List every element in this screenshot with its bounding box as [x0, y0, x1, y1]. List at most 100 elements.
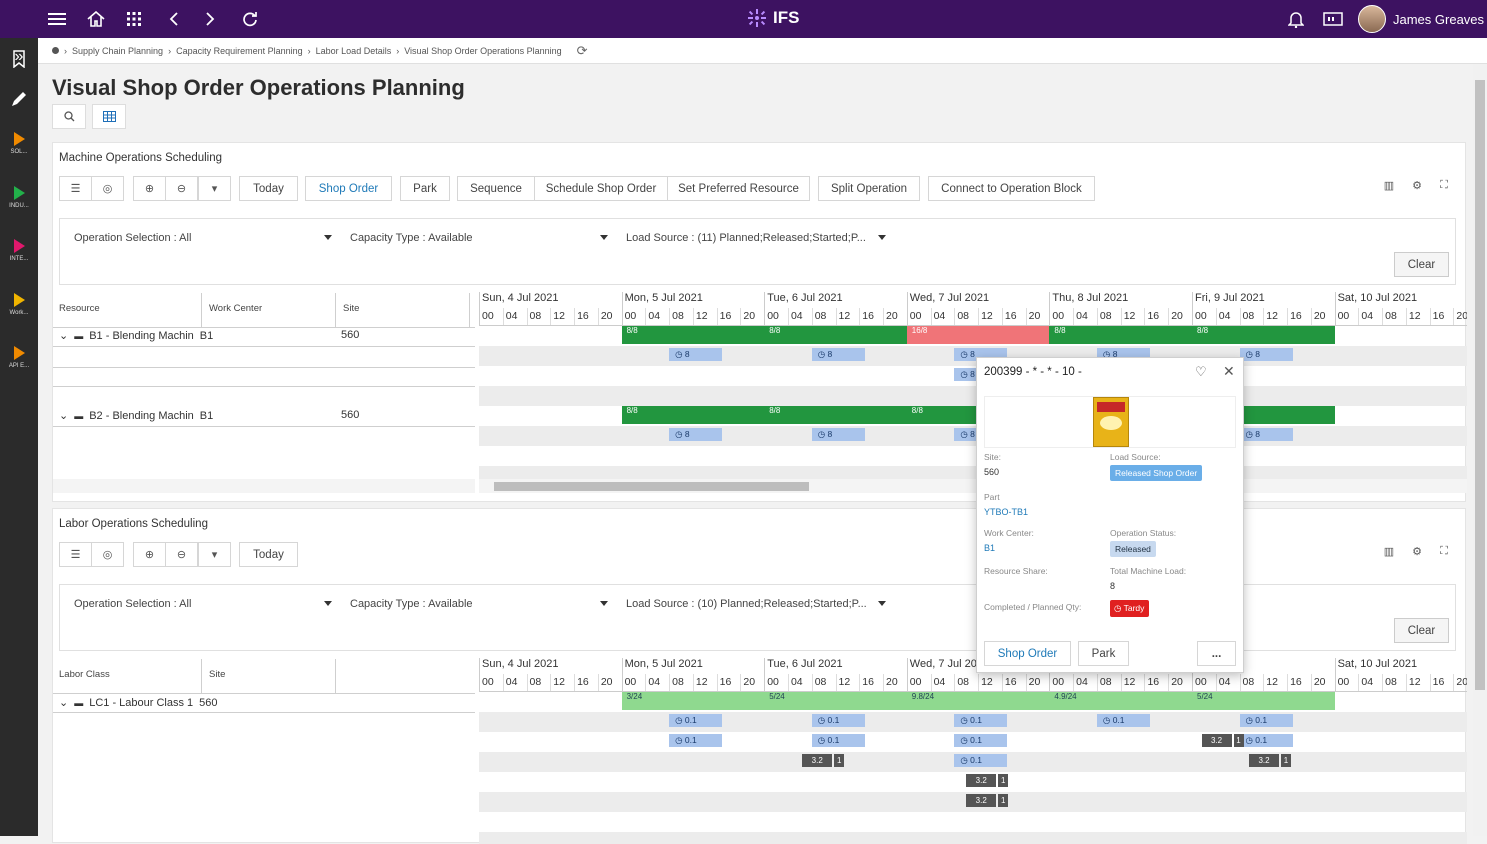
today-button[interactable]: Today — [239, 176, 298, 201]
column-header-site[interactable]: Site — [209, 669, 226, 680]
work-center-link[interactable]: B1 — [984, 543, 996, 553]
edit-pencil-icon[interactable] — [0, 90, 38, 108]
chevron-down-icon[interactable] — [324, 601, 332, 606]
sequence-button[interactable]: Sequence — [457, 176, 535, 201]
list-view-icon[interactable]: ☰ — [59, 176, 92, 201]
settings-gear-icon[interactable]: ⚙ — [1406, 539, 1428, 564]
close-icon[interactable]: ✕ — [1223, 363, 1235, 379]
operation-chip: ◷ 8 — [669, 428, 723, 441]
chart-icon[interactable]: ▥ — [1378, 539, 1400, 564]
divider — [811, 308, 813, 325]
connect-operation-block-button[interactable]: Connect to Operation Block — [928, 176, 1095, 201]
machine-gantt[interactable]: Sun, 4 Jul 2021 00 04 08 12 16 20 Mon, 5 Jul 20… — [479, 292, 1467, 479]
column-header-site[interactable]: Site — [343, 303, 360, 314]
refresh-icon[interactable] — [240, 9, 260, 29]
breadcrumb-item[interactable]: Capacity Requirement Planning — [176, 45, 303, 56]
part-link[interactable]: YTBO-TB1 — [984, 507, 1029, 517]
feedback-icon[interactable] — [1323, 9, 1343, 29]
more-options-button[interactable]: ... — [1197, 641, 1236, 666]
labor-row-lc1[interactable]: ⌄ ▬ LC1 - Labour Class 1 560 — [59, 696, 218, 710]
capacity-type-filter[interactable]: Capacity Type : Available — [350, 232, 473, 244]
dropdown-caret-icon[interactable]: ▾ — [198, 542, 231, 567]
divider — [1287, 674, 1289, 691]
table-view-button[interactable] — [92, 104, 126, 129]
page-scrollbar[interactable] — [1473, 64, 1487, 836]
split-operation-button[interactable]: Split Operation — [818, 176, 920, 201]
search-button[interactable] — [52, 104, 86, 129]
chevron-down-icon[interactable] — [600, 235, 608, 240]
divider — [835, 308, 837, 325]
menu-icon[interactable] — [47, 9, 67, 29]
shop-order-button[interactable]: Shop Order — [305, 176, 392, 201]
zoom-in-icon[interactable]: ⊕ — [133, 176, 166, 201]
chevron-down-icon[interactable] — [324, 235, 332, 240]
column-header-labor-class[interactable]: Labor Class — [59, 669, 110, 680]
operation-selection-filter[interactable]: Operation Selection : All — [74, 598, 192, 610]
user-menu[interactable]: James Greaves — [1358, 5, 1484, 33]
chevron-down-icon[interactable]: ⌄ — [59, 330, 69, 342]
notification-bell-icon[interactable] — [1286, 9, 1306, 29]
refresh-icon[interactable]: ⟳ — [576, 42, 588, 58]
chart-icon[interactable]: ▥ — [1378, 173, 1400, 198]
column-header-work-center[interactable]: Work Center — [209, 303, 263, 314]
clear-button[interactable]: Clear — [1394, 252, 1449, 277]
park-button[interactable]: Park — [400, 176, 450, 201]
resource-row-b1[interactable]: ⌄ ▬ B1 - Blending Machin B1 — [59, 329, 213, 343]
target-icon[interactable]: ◎ — [91, 176, 124, 201]
divider — [597, 674, 599, 691]
divider — [1144, 674, 1146, 691]
home-dot-icon[interactable] — [52, 47, 59, 54]
breadcrumb: › Supply Chain Planning › Capacity Requir… — [38, 38, 1487, 64]
gantt-scrollbar[interactable] — [479, 479, 1467, 493]
scroll-thumb[interactable] — [494, 482, 809, 491]
load-source-filter[interactable]: Load Source : (10) Planned;Released;Star… — [626, 598, 867, 610]
favorite-heart-icon[interactable]: ♡ — [1195, 364, 1207, 379]
breadcrumb-item[interactable]: Labor Load Details — [315, 45, 392, 56]
popup-shop-order-button[interactable]: Shop Order — [984, 641, 1071, 666]
nav-item-2[interactable]: INTE... — [0, 239, 38, 262]
nav-item-0[interactable]: SOL... — [0, 132, 38, 155]
operation-chip: ◷ 0.1 — [954, 734, 1008, 747]
divider — [906, 658, 908, 691]
column-header-resource[interactable]: Resource — [59, 303, 100, 314]
set-preferred-resource-button[interactable]: Set Preferred Resource — [667, 176, 810, 201]
back-icon[interactable] — [164, 9, 184, 29]
popup-park-button[interactable]: Park — [1078, 641, 1129, 666]
chevron-down-icon[interactable]: ⌄ — [59, 697, 69, 709]
schedule-shop-order-button[interactable]: Schedule Shop Order — [534, 176, 668, 201]
dropdown-caret-icon[interactable]: ▾ — [198, 176, 231, 201]
horizontal-scrollbar[interactable] — [53, 479, 475, 493]
zoom-in-icon[interactable]: ⊕ — [133, 542, 166, 567]
list-view-icon[interactable]: ☰ — [59, 542, 92, 567]
apps-grid-icon[interactable] — [124, 9, 144, 29]
operation-selection-filter[interactable]: Operation Selection : All — [74, 232, 192, 244]
nav-item-1[interactable]: INDU... — [0, 186, 38, 209]
divider — [53, 712, 475, 713]
resource-row-b2[interactable]: ⌄ ▬ B2 - Blending Machin B1 — [59, 409, 213, 423]
chevron-down-icon[interactable] — [600, 601, 608, 606]
forward-icon[interactable] — [200, 9, 220, 29]
bookmark-icon[interactable] — [0, 50, 38, 68]
target-icon[interactable]: ◎ — [91, 542, 124, 567]
fullscreen-icon[interactable]: ⛶ — [1433, 173, 1455, 198]
today-button[interactable]: Today — [239, 542, 298, 567]
zoom-out-icon[interactable]: ⊖ — [165, 176, 198, 201]
breadcrumb-item[interactable]: Supply Chain Planning — [72, 45, 164, 56]
nav-item-3[interactable]: Work... — [0, 293, 38, 316]
nav-item-4[interactable]: API E... — [0, 346, 38, 369]
load-source-filter[interactable]: Load Source : (11) Planned;Released;Star… — [626, 232, 866, 244]
scroll-thumb[interactable] — [1475, 80, 1485, 690]
zoom-out-icon[interactable]: ⊖ — [165, 542, 198, 567]
fullscreen-icon[interactable]: ⛶ — [1433, 539, 1455, 564]
chevron-down-icon[interactable] — [878, 601, 886, 606]
labor-gantt[interactable]: Sun, 4 Jul 2021 00 04 08 12 16 20 Mon, 5 Jul 20… — [479, 658, 1467, 844]
home-icon[interactable] — [86, 9, 106, 29]
expand-navigator-icon[interactable]: » — [14, 48, 24, 65]
capacity-type-filter[interactable]: Capacity Type : Available — [350, 598, 473, 610]
chevron-down-icon[interactable] — [878, 235, 886, 240]
play-icon — [13, 132, 25, 146]
row-background — [479, 832, 1467, 844]
settings-gear-icon[interactable]: ⚙ — [1406, 173, 1428, 198]
chevron-down-icon[interactable]: ⌄ — [59, 410, 69, 422]
clear-button[interactable]: Clear — [1394, 618, 1449, 643]
